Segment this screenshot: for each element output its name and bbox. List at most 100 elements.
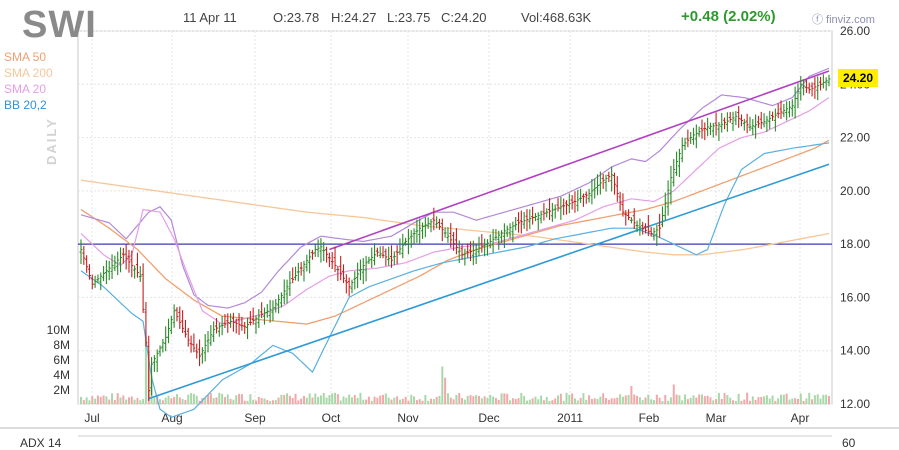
volume-bar: [607, 399, 610, 404]
volume-bar: [638, 397, 641, 404]
volume-bar: [178, 397, 181, 404]
volume-bar: [277, 397, 280, 404]
volume-bar: [319, 395, 322, 404]
quote-date: 11 Apr 11: [183, 10, 237, 25]
volume-bar: [573, 398, 576, 404]
y-tick-label: 18.00: [840, 237, 870, 251]
volume-bar: [596, 398, 599, 404]
volume-bar: [291, 398, 294, 404]
volume-bar: [599, 396, 602, 404]
x-tick-label: Feb: [639, 411, 660, 425]
volume-bar: [785, 393, 788, 404]
volume-bar: [664, 395, 667, 404]
volume-bar: [314, 393, 317, 404]
volume-bar: [370, 400, 373, 404]
volume-bar: [548, 400, 551, 404]
volume-bar: [644, 397, 647, 404]
volume-bar: [763, 396, 766, 404]
volume-bar: [441, 366, 444, 404]
volume-bar: [647, 394, 650, 404]
volume-bar: [559, 393, 562, 404]
volume-bar: [585, 399, 588, 404]
volume-bar: [511, 398, 514, 404]
volume-bar: [720, 398, 723, 404]
x-tick-label: Jul: [84, 411, 99, 425]
volume-bar: [249, 394, 252, 404]
volume-bar: [486, 397, 489, 404]
volume-label-4m: 4M: [53, 368, 70, 382]
x-tick-label: Dec: [478, 411, 499, 425]
volume-bar: [582, 393, 585, 404]
bollinger-lower-line: [80, 142, 830, 418]
volume-bar: [410, 394, 413, 404]
volume-bar: [119, 397, 122, 404]
volume-bar: [382, 394, 385, 404]
volume-bar: [655, 394, 658, 404]
volume-bar: [252, 399, 255, 404]
volume-bar: [684, 394, 687, 404]
volume-bar: [204, 397, 207, 404]
volume-bar: [328, 395, 331, 404]
volume-bar: [466, 395, 469, 404]
volume-bar: [159, 399, 162, 404]
volume-bar: [373, 396, 376, 404]
volume-bar: [528, 399, 531, 404]
volume-bar: [139, 400, 142, 404]
volume-bar: [794, 398, 797, 404]
volume-bar: [300, 398, 303, 404]
volume-bar: [500, 393, 503, 404]
volume-bar: [257, 396, 260, 404]
volume-bar: [765, 395, 768, 404]
volume-bar: [723, 393, 726, 404]
volume-bar: [263, 398, 266, 404]
volume-bar: [734, 400, 737, 404]
volume-bar: [675, 394, 678, 404]
volume-bar: [336, 394, 339, 404]
volume-bar: [610, 398, 613, 404]
volume-bar: [619, 394, 622, 404]
finviz-logo[interactable]: ⓕ finviz.com: [812, 14, 875, 26]
volume-bar: [334, 392, 337, 404]
volume-bar: [590, 398, 593, 404]
volume-bar: [692, 395, 695, 404]
volume-bar: [452, 399, 455, 404]
volume-bar: [497, 399, 500, 404]
volume-bar: [509, 400, 512, 404]
volume-bar: [636, 395, 639, 404]
volume-bar: [751, 396, 754, 404]
volume-bar: [726, 395, 729, 404]
volume-bar: [630, 386, 633, 404]
quote-low: L:23.75: [387, 10, 431, 25]
sma200-line: [80, 179, 830, 256]
volume-bar: [398, 399, 401, 404]
volume-bar: [376, 397, 379, 404]
volume-bar: [339, 400, 342, 404]
volume-bar: [221, 393, 224, 404]
sma50-line: [80, 139, 830, 325]
volume-bar: [297, 400, 300, 404]
volume-bar: [802, 400, 805, 404]
volume-bar: [672, 384, 675, 404]
volume-bar: [240, 394, 243, 404]
volume-label-6m: 6M: [53, 353, 70, 367]
volume-bar: [246, 400, 249, 404]
legend-sma20: SMA 20: [4, 82, 47, 96]
y-tick-label: 26.00: [840, 24, 870, 38]
volume-bar: [218, 392, 221, 404]
volume-bar: [737, 393, 740, 404]
volume-bar: [348, 394, 351, 404]
adx-label: ADX 14: [20, 436, 62, 450]
volume-bar: [469, 395, 472, 404]
volume-bar: [489, 394, 492, 404]
volume-bar: [235, 395, 238, 404]
x-tick-label: 2011: [557, 411, 583, 425]
quote-open: O:23.78: [273, 10, 320, 25]
volume-bar: [80, 396, 82, 404]
volume-bar: [545, 396, 548, 404]
volume-bar: [173, 396, 176, 404]
volume-bar: [805, 398, 808, 404]
x-tick-label: Sep: [244, 411, 266, 425]
volume-bar: [116, 393, 119, 404]
upper-trendline: [329, 70, 830, 251]
volume-bar: [700, 394, 703, 404]
